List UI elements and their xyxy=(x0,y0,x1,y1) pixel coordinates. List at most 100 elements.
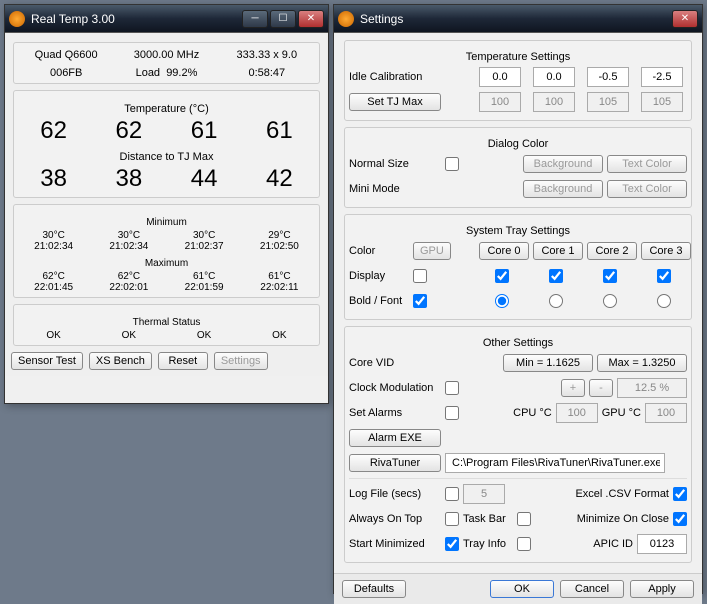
bold-radio-2[interactable] xyxy=(603,294,617,308)
min-temp-2: 30°C xyxy=(169,230,240,241)
apic-id-label: APIC ID xyxy=(593,538,633,550)
min-time-1: 21:02:34 xyxy=(93,241,164,252)
normal-text-button[interactable]: Text Color xyxy=(607,155,687,173)
idle-cal-2[interactable] xyxy=(587,67,629,87)
core2-color-button[interactable]: Core 2 xyxy=(587,242,637,260)
clock-mod-checkbox[interactable] xyxy=(445,381,459,395)
core-vid-max-button[interactable]: Max = 1.3250 xyxy=(597,354,687,372)
clock-mod-label: Clock Modulation xyxy=(349,382,441,394)
max-temp-0: 62°C xyxy=(18,271,89,282)
bold-radio-0[interactable] xyxy=(495,294,509,308)
mini-bg-button[interactable]: Background xyxy=(523,180,603,198)
display-label: Display xyxy=(349,270,409,282)
bold-radio-3[interactable] xyxy=(657,294,671,308)
clock-speed: 3000.00 MHz xyxy=(118,49,214,61)
idle-cal-1[interactable] xyxy=(533,67,575,87)
apply-button[interactable]: Apply xyxy=(630,580,694,598)
settings-close-button[interactable]: ✕ xyxy=(672,10,698,28)
set-tjmax-button[interactable]: Set TJ Max xyxy=(349,93,441,111)
clock-mod-pct-field xyxy=(617,378,687,398)
dist-core3: 42 xyxy=(244,165,315,193)
core-vid-min-button[interactable]: Min = 1.1625 xyxy=(503,354,593,372)
clock-mod-plus-button[interactable]: + xyxy=(561,379,585,397)
bold-radio-1[interactable] xyxy=(549,294,563,308)
min-time-0: 21:02:34 xyxy=(18,241,89,252)
set-alarms-label: Set Alarms xyxy=(349,407,441,419)
task-bar-checkbox[interactable] xyxy=(517,512,531,526)
xs-bench-button[interactable]: XS Bench xyxy=(89,352,152,370)
apic-id-field[interactable] xyxy=(637,534,687,554)
tjmax-0 xyxy=(479,92,521,112)
gpu-c-label: GPU °C xyxy=(602,407,641,419)
fsb: 333.33 x 9.0 xyxy=(219,49,315,61)
min-time-3: 21:02:50 xyxy=(244,241,315,252)
sensor-test-button[interactable]: Sensor Test xyxy=(11,352,83,370)
clock-mod-minus-button[interactable]: - xyxy=(589,379,613,397)
tray-info-checkbox[interactable] xyxy=(517,537,531,551)
dist-core2: 44 xyxy=(169,165,240,193)
bold-font-checkbox[interactable] xyxy=(413,294,427,308)
rivatuner-button[interactable]: RivaTuner xyxy=(349,454,441,472)
dialog-color-header: Dialog Color xyxy=(349,138,687,150)
core3-color-button[interactable]: Core 3 xyxy=(641,242,691,260)
main-content: Quad Q6600 3000.00 MHz 333.33 x 9.0 006F… xyxy=(5,33,328,376)
settings-titlebar[interactable]: Settings ✕ xyxy=(334,5,702,33)
temperature-label: Temperature (°C) xyxy=(18,103,315,115)
normal-bg-button[interactable]: Background xyxy=(523,155,603,173)
minimize-close-label: Minimize On Close xyxy=(577,513,669,525)
bold-font-label: Bold / Font xyxy=(349,295,409,307)
min-time-2: 21:02:37 xyxy=(169,241,240,252)
maximize-button[interactable]: ☐ xyxy=(270,10,296,28)
normal-size-checkbox[interactable] xyxy=(445,157,459,171)
alarm-exe-button[interactable]: Alarm EXE xyxy=(349,429,441,447)
ok-button[interactable]: OK xyxy=(490,580,554,598)
max-time-3: 22:02:11 xyxy=(244,282,315,293)
log-file-checkbox[interactable] xyxy=(445,487,459,501)
gpu-color-button[interactable]: GPU xyxy=(413,242,451,260)
max-time-2: 22:01:59 xyxy=(169,282,240,293)
idle-cal-3[interactable] xyxy=(641,67,683,87)
min-temp-0: 30°C xyxy=(18,230,89,241)
defaults-button[interactable]: Defaults xyxy=(342,580,406,598)
excel-csv-checkbox[interactable] xyxy=(673,487,687,501)
cancel-button[interactable]: Cancel xyxy=(560,580,624,598)
close-button[interactable]: ✕ xyxy=(298,10,324,28)
settings-button[interactable]: Settings xyxy=(214,352,268,370)
set-alarms-checkbox[interactable] xyxy=(445,406,459,420)
excel-csv-label: Excel .CSV Format xyxy=(575,488,669,500)
other-settings-header: Other Settings xyxy=(349,337,687,349)
core1-color-button[interactable]: Core 1 xyxy=(533,242,583,260)
maximum-label: Maximum xyxy=(18,258,315,269)
always-on-top-checkbox[interactable] xyxy=(445,512,459,526)
thermal-0: OK xyxy=(18,330,89,341)
max-time-1: 22:02:01 xyxy=(93,282,164,293)
titlebar[interactable]: Real Temp 3.00 ─ ☐ ✕ xyxy=(5,5,328,33)
display-core1-checkbox[interactable] xyxy=(549,269,563,283)
main-window: Real Temp 3.00 ─ ☐ ✕ Quad Q6600 3000.00 … xyxy=(4,4,329,404)
settings-window: Settings ✕ Temperature Settings Idle Cal… xyxy=(333,4,703,594)
display-core3-checkbox[interactable] xyxy=(657,269,671,283)
cpu-c-label: CPU °C xyxy=(513,407,552,419)
temp-core2: 61 xyxy=(169,117,240,145)
tjmax-3 xyxy=(641,92,683,112)
reset-button[interactable]: Reset xyxy=(158,352,208,370)
core0-color-button[interactable]: Core 0 xyxy=(479,242,529,260)
minimize-button[interactable]: ─ xyxy=(242,10,268,28)
rivatuner-path-field[interactable] xyxy=(445,453,665,473)
display-core2-checkbox[interactable] xyxy=(603,269,617,283)
tjmax-2 xyxy=(587,92,629,112)
window-title: Real Temp 3.00 xyxy=(31,12,242,26)
thermal-1: OK xyxy=(93,330,164,341)
display-core0-checkbox[interactable] xyxy=(495,269,509,283)
idle-cal-0[interactable] xyxy=(479,67,521,87)
start-minimized-checkbox[interactable] xyxy=(445,537,459,551)
mini-text-button[interactable]: Text Color xyxy=(607,180,687,198)
gpu-alarm-field xyxy=(645,403,687,423)
mini-mode-label: Mini Mode xyxy=(349,183,441,195)
normal-size-label: Normal Size xyxy=(349,158,441,170)
minimize-close-checkbox[interactable] xyxy=(673,512,687,526)
settings-content: Temperature Settings Idle Calibration Se… xyxy=(334,33,702,573)
display-gpu-checkbox[interactable] xyxy=(413,269,427,283)
temp-settings-header: Temperature Settings xyxy=(349,51,687,63)
minimum-label: Minimum xyxy=(18,217,315,228)
